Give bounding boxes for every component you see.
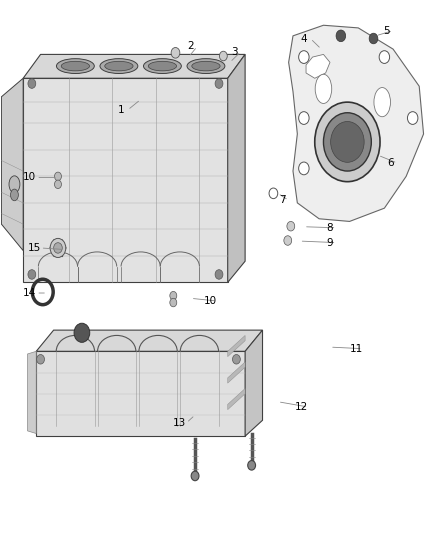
Text: 8: 8 (327, 223, 333, 233)
Text: 6: 6 (388, 158, 394, 168)
Ellipse shape (144, 59, 181, 74)
Ellipse shape (148, 61, 177, 71)
Ellipse shape (57, 59, 94, 74)
Polygon shape (28, 351, 36, 433)
Circle shape (233, 354, 240, 364)
Circle shape (215, 79, 223, 88)
Circle shape (37, 354, 45, 364)
Circle shape (369, 33, 378, 44)
Text: 4: 4 (300, 34, 307, 44)
Polygon shape (228, 54, 245, 282)
Text: 10: 10 (23, 172, 36, 182)
Text: 12: 12 (295, 402, 308, 412)
Text: 10: 10 (204, 296, 217, 306)
Text: 15: 15 (28, 243, 41, 253)
Text: 3: 3 (231, 47, 237, 56)
Circle shape (379, 51, 390, 63)
Polygon shape (306, 54, 330, 78)
Text: 7: 7 (279, 195, 286, 205)
Circle shape (315, 102, 380, 182)
Text: 14: 14 (23, 288, 36, 298)
Circle shape (336, 30, 346, 42)
Ellipse shape (105, 61, 133, 71)
Circle shape (299, 112, 309, 124)
Ellipse shape (315, 74, 332, 103)
Polygon shape (245, 330, 262, 436)
Ellipse shape (192, 61, 220, 71)
Circle shape (170, 298, 177, 307)
Text: 5: 5 (383, 26, 390, 36)
Circle shape (299, 51, 309, 63)
Polygon shape (228, 335, 245, 357)
Circle shape (407, 112, 418, 124)
Circle shape (191, 471, 199, 481)
Ellipse shape (100, 59, 138, 74)
Circle shape (215, 270, 223, 279)
Polygon shape (228, 362, 245, 383)
Polygon shape (23, 54, 245, 78)
Ellipse shape (187, 59, 225, 74)
Circle shape (331, 122, 364, 163)
Circle shape (54, 180, 61, 189)
Circle shape (28, 79, 36, 88)
Circle shape (284, 236, 292, 245)
Circle shape (54, 172, 61, 181)
Circle shape (74, 323, 90, 342)
Ellipse shape (61, 61, 89, 71)
Circle shape (323, 113, 371, 171)
Polygon shape (228, 389, 245, 410)
Circle shape (248, 461, 255, 470)
Ellipse shape (374, 87, 391, 117)
Polygon shape (23, 78, 228, 282)
Text: 13: 13 (173, 418, 187, 428)
Text: 2: 2 (187, 42, 194, 52)
Polygon shape (1, 78, 23, 251)
Circle shape (54, 243, 62, 253)
Circle shape (50, 238, 66, 257)
Ellipse shape (11, 189, 18, 201)
Circle shape (28, 270, 36, 279)
Circle shape (171, 47, 180, 58)
Circle shape (170, 292, 177, 300)
Polygon shape (289, 25, 424, 221)
Text: 9: 9 (327, 238, 333, 248)
Polygon shape (36, 330, 262, 351)
Text: 11: 11 (350, 344, 363, 354)
Circle shape (219, 51, 227, 61)
Polygon shape (36, 351, 245, 436)
Circle shape (287, 221, 295, 231)
Text: 1: 1 (118, 105, 124, 115)
Ellipse shape (9, 176, 20, 193)
Circle shape (299, 162, 309, 175)
